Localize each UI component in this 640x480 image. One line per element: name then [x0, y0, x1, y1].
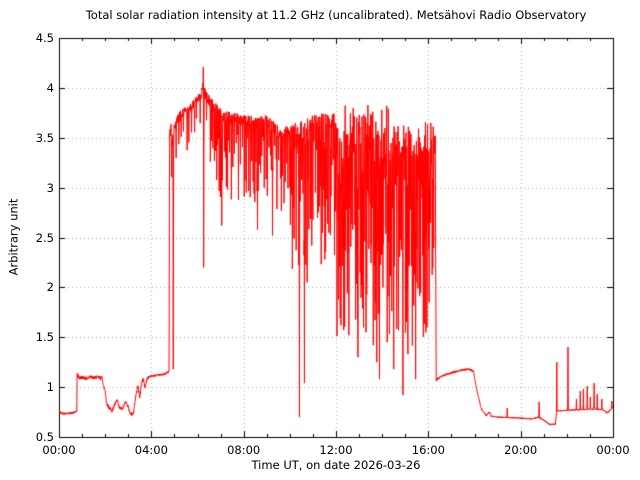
x-axis-label: Time UT, on date 2026-03-26	[251, 458, 421, 472]
x-tick-label: 12:00	[319, 443, 353, 457]
x-tick-label: 00:00	[596, 443, 630, 457]
y-tick-label: 0.5	[35, 430, 54, 444]
y-tick-label: 2.5	[35, 230, 54, 245]
y-tick-label: 1	[46, 380, 54, 395]
y-tick-label: 2	[46, 280, 54, 295]
x-tick-label: 16:00	[411, 443, 445, 457]
chart-title: Total solar radiation intensity at 11.2 …	[85, 8, 587, 22]
y-tick-label: 3	[46, 180, 54, 195]
x-tick-label: 00:00	[42, 443, 76, 457]
y-tick-label: 4	[46, 80, 54, 95]
x-tick-label: 20:00	[504, 443, 538, 457]
y-tick-label: 3.5	[35, 130, 54, 145]
y-tick-label: 1.5	[35, 330, 54, 345]
y-tick-label: 4.5	[35, 31, 54, 45]
x-tick-label: 08:00	[227, 443, 261, 457]
x-tick-label: 04:00	[134, 443, 168, 457]
